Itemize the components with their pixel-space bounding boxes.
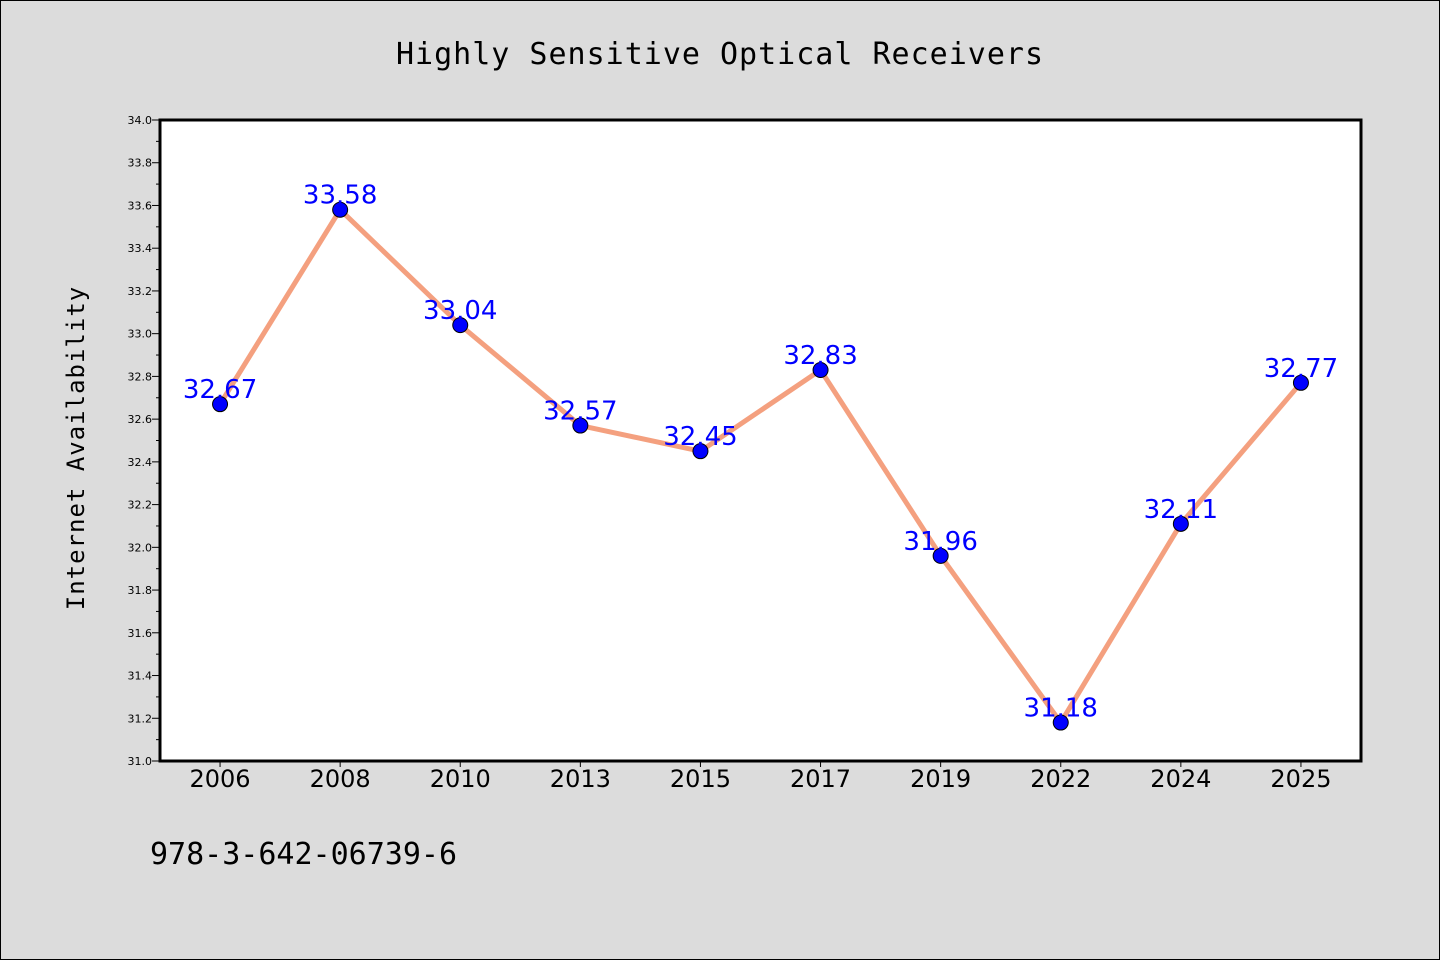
data-label: 31.18 [1024, 694, 1098, 724]
y-tick-label: 32.0 [128, 541, 153, 554]
x-tick-label: 2008 [310, 765, 371, 793]
data-point [1052, 714, 1069, 731]
y-tick-label: 32.4 [128, 456, 153, 469]
x-axis: 2006 2008 2010 2013 2015 2017 2019 2022 2024 2025 [190, 761, 1331, 793]
data-points [212, 201, 1309, 731]
chart-title: Highly Sensitive Optical Receivers [396, 37, 1044, 72]
x-tick-label: 2019 [910, 765, 971, 793]
series-polyline [217, 207, 1304, 726]
data-point [812, 361, 829, 378]
y-tick-label: 32.6 [128, 413, 153, 426]
x-tick-label: 2010 [430, 765, 491, 793]
y-axis-label: Internet Availability [62, 286, 90, 610]
data-label: 32.77 [1264, 354, 1338, 384]
x-tick-label: 2006 [190, 765, 251, 793]
data-label: 32.67 [183, 375, 257, 405]
data-point [932, 547, 949, 564]
data-label: 32.11 [1144, 495, 1218, 525]
data-point [1172, 515, 1189, 532]
y-tick-label: 33.8 [128, 157, 153, 170]
y-tick-label: 31.8 [128, 584, 153, 597]
y-axis: 31.0 31.2 31.4 31.6 31.8 32.0 32.2 32.4 32.6 32.8… [128, 114, 160, 768]
data-label: 33.04 [423, 296, 497, 326]
data-point [332, 201, 349, 218]
x-tick-label: 2022 [1030, 765, 1091, 793]
x-tick-label: 2013 [550, 765, 611, 793]
y-tick-label: 31.6 [128, 627, 153, 640]
data-label: 32.57 [543, 397, 617, 427]
data-point [452, 317, 469, 334]
y-tick-label: 32.2 [128, 499, 153, 512]
data-point [572, 417, 589, 434]
data-label: 32.45 [663, 422, 737, 452]
data-point [692, 443, 709, 460]
x-tick-label: 2024 [1150, 765, 1211, 793]
y-tick-label: 31.0 [128, 755, 153, 768]
x-tick-label: 2017 [790, 765, 851, 793]
y-tick-label: 33.2 [128, 285, 153, 298]
data-point [212, 396, 229, 413]
x-tick-label: 2025 [1270, 765, 1331, 793]
y-tick-label: 32.8 [128, 370, 153, 383]
series-line [217, 207, 1304, 726]
y-tick-label: 34.0 [128, 114, 153, 127]
y-tick-label: 31.2 [128, 712, 153, 725]
data-label: 32.83 [783, 341, 857, 371]
data-labels: 32.67 33.58 33.04 32.57 32.45 32.83 31.96 31.18… [183, 181, 1338, 724]
y-tick-label: 31.4 [128, 670, 153, 683]
data-label: 31.96 [903, 527, 977, 557]
y-tick-label: 33.0 [128, 328, 153, 341]
isbn-text: 978-3-642-06739-6 [150, 837, 457, 872]
data-point [1292, 374, 1309, 391]
data-label: 33.58 [303, 181, 377, 211]
y-tick-label: 33.4 [128, 242, 153, 255]
y-tick-label: 33.6 [128, 199, 153, 212]
x-tick-label: 2015 [670, 765, 731, 793]
